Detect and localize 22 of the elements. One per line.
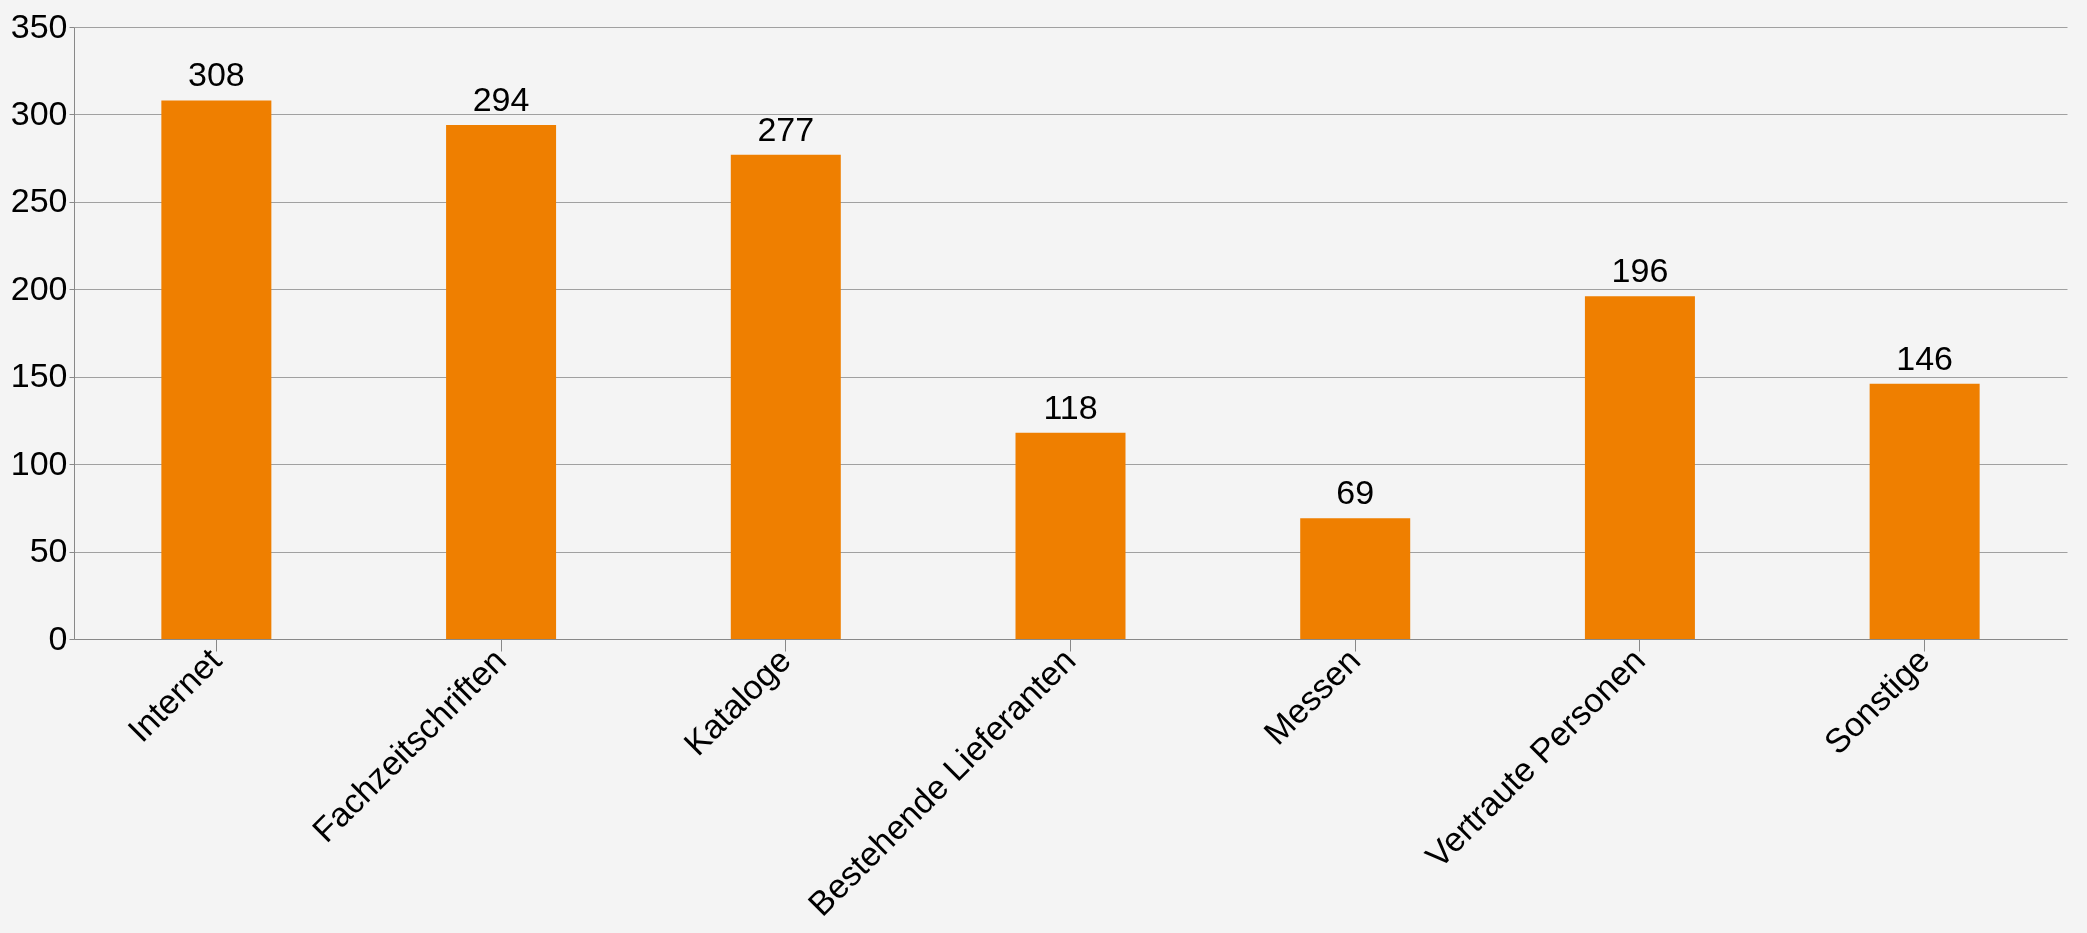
y-tick-label: 300 bbox=[10, 93, 68, 132]
y-tick-label: 200 bbox=[10, 268, 68, 307]
bar bbox=[1300, 518, 1411, 639]
y-tick-label: 0 bbox=[48, 618, 68, 657]
bar bbox=[1584, 296, 1695, 639]
bar bbox=[446, 124, 557, 639]
data-label: 294 bbox=[472, 79, 530, 118]
bar bbox=[1015, 432, 1126, 639]
data-label: 277 bbox=[757, 109, 815, 148]
bar bbox=[161, 100, 272, 639]
data-label: 308 bbox=[187, 55, 245, 94]
y-tick-label: 100 bbox=[10, 443, 68, 482]
data-label: 196 bbox=[1611, 251, 1669, 290]
y-tick-label: 250 bbox=[10, 181, 68, 220]
bar bbox=[1869, 383, 1980, 639]
y-tick-label: 350 bbox=[10, 6, 68, 45]
data-label: 69 bbox=[1336, 473, 1375, 512]
y-tick-label: 150 bbox=[10, 356, 68, 395]
data-label: 146 bbox=[1896, 338, 1954, 377]
y-tick-label: 50 bbox=[29, 531, 68, 570]
bar bbox=[730, 154, 841, 639]
data-label: 118 bbox=[1043, 387, 1098, 426]
